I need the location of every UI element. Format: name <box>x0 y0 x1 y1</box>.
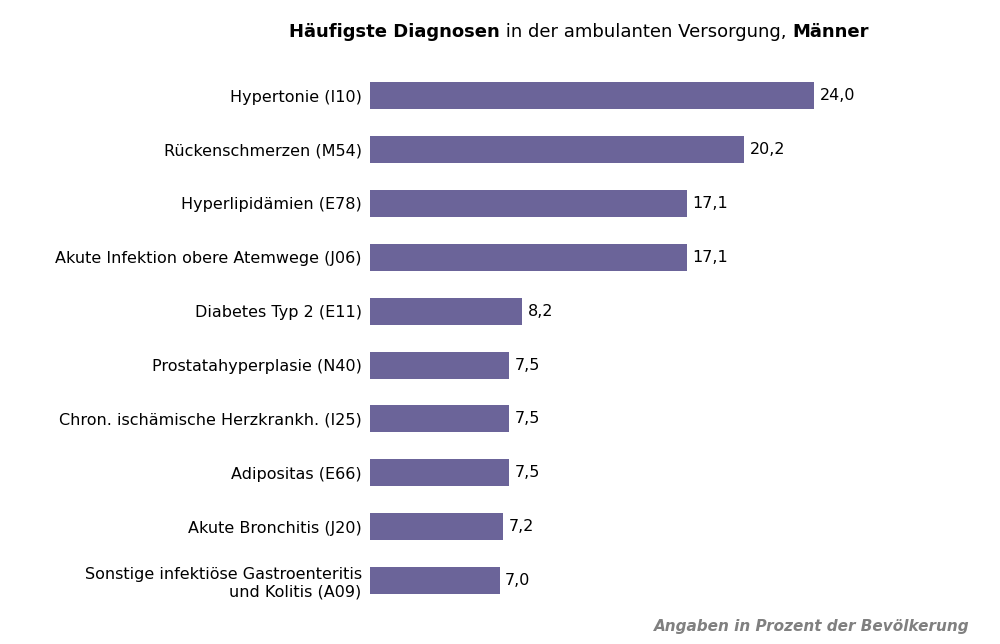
Text: 17,1: 17,1 <box>692 250 728 265</box>
Bar <box>370 352 509 379</box>
Text: 7,5: 7,5 <box>514 412 540 426</box>
Bar <box>370 406 509 432</box>
Bar <box>370 298 522 325</box>
Text: 8,2: 8,2 <box>527 304 553 319</box>
Bar <box>370 136 744 163</box>
Bar <box>370 567 500 594</box>
Bar <box>370 82 814 109</box>
Bar <box>370 459 509 486</box>
Text: Häufigste Diagnosen: Häufigste Diagnosen <box>289 23 500 41</box>
Text: 24,0: 24,0 <box>820 88 856 103</box>
Text: 7,5: 7,5 <box>514 465 540 480</box>
Text: 7,5: 7,5 <box>514 357 540 372</box>
Bar <box>370 244 687 270</box>
Text: Männer: Männer <box>792 23 869 41</box>
Text: 7,2: 7,2 <box>509 519 534 534</box>
Bar <box>370 190 687 217</box>
Text: 17,1: 17,1 <box>692 196 728 211</box>
Text: in der ambulanten Versorgung,: in der ambulanten Versorgung, <box>500 23 792 41</box>
Text: 20,2: 20,2 <box>750 142 785 157</box>
Text: Angaben in Prozent der Bevölkerung: Angaben in Prozent der Bevölkerung <box>654 620 970 634</box>
Bar <box>370 513 503 540</box>
Text: 7,0: 7,0 <box>505 573 531 588</box>
